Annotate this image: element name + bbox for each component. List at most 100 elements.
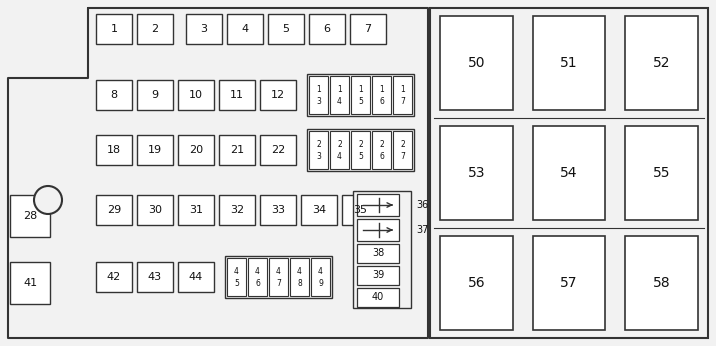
Text: 12: 12 <box>271 90 285 100</box>
Bar <box>311 258 330 296</box>
Text: 9: 9 <box>152 90 158 100</box>
Bar <box>219 135 255 165</box>
Text: 4: 4 <box>234 267 239 276</box>
Text: 11: 11 <box>230 90 244 100</box>
Bar <box>260 135 296 165</box>
Text: 28: 28 <box>23 211 37 221</box>
Text: 3: 3 <box>200 24 208 34</box>
Bar <box>309 76 328 114</box>
Text: 6: 6 <box>324 24 331 34</box>
Bar <box>178 80 214 110</box>
Text: 57: 57 <box>560 276 578 290</box>
Text: 8: 8 <box>110 90 117 100</box>
Text: 5: 5 <box>234 279 239 288</box>
Bar <box>357 288 399 307</box>
Text: 2: 2 <box>358 140 363 149</box>
Text: 5: 5 <box>358 152 363 161</box>
Bar <box>440 16 513 110</box>
Text: 7: 7 <box>400 152 405 161</box>
Text: 20: 20 <box>189 145 203 155</box>
Bar <box>430 8 708 338</box>
Bar <box>96 135 132 165</box>
Text: 7: 7 <box>364 24 372 34</box>
Text: 56: 56 <box>468 276 485 290</box>
Text: 41: 41 <box>23 278 37 288</box>
Bar <box>96 14 132 44</box>
Text: 4: 4 <box>337 152 342 161</box>
Bar <box>353 191 411 308</box>
Bar <box>357 194 399 216</box>
Bar <box>330 131 349 169</box>
Bar <box>186 14 222 44</box>
Text: 44: 44 <box>189 272 203 282</box>
Text: 35: 35 <box>353 205 367 215</box>
Bar <box>533 126 605 220</box>
Text: 2: 2 <box>337 140 342 149</box>
Bar <box>137 195 173 225</box>
Bar <box>393 76 412 114</box>
Bar <box>301 195 337 225</box>
Bar <box>625 236 698 330</box>
Bar <box>372 76 391 114</box>
Text: 18: 18 <box>107 145 121 155</box>
Text: 5: 5 <box>283 24 289 34</box>
Text: 22: 22 <box>271 145 285 155</box>
Text: 10: 10 <box>189 90 203 100</box>
Text: 39: 39 <box>372 271 384 281</box>
Bar <box>137 14 173 44</box>
Text: 2: 2 <box>400 140 405 149</box>
Bar <box>309 131 328 169</box>
Text: 31: 31 <box>189 205 203 215</box>
Text: 3: 3 <box>316 97 321 106</box>
Bar <box>137 135 173 165</box>
Text: 38: 38 <box>372 248 384 258</box>
Text: 33: 33 <box>271 205 285 215</box>
Text: 6: 6 <box>379 152 384 161</box>
Bar <box>178 195 214 225</box>
Text: 9: 9 <box>318 279 323 288</box>
Text: 2: 2 <box>152 24 158 34</box>
Text: 2: 2 <box>316 140 321 149</box>
Text: 4: 4 <box>276 267 281 276</box>
Text: 1: 1 <box>337 85 342 94</box>
Text: 8: 8 <box>297 279 302 288</box>
Bar <box>96 262 132 292</box>
Text: 50: 50 <box>468 56 485 70</box>
Text: 37: 37 <box>416 225 428 235</box>
Bar <box>357 244 399 263</box>
Bar <box>357 266 399 285</box>
Text: 2: 2 <box>379 140 384 149</box>
Bar <box>96 80 132 110</box>
Text: 4: 4 <box>241 24 248 34</box>
Text: 19: 19 <box>148 145 162 155</box>
Text: 1: 1 <box>379 85 384 94</box>
Bar <box>372 131 391 169</box>
Text: 53: 53 <box>468 166 485 180</box>
Text: 21: 21 <box>230 145 244 155</box>
Text: 4: 4 <box>318 267 323 276</box>
Text: 42: 42 <box>107 272 121 282</box>
Text: 7: 7 <box>276 279 281 288</box>
Text: 29: 29 <box>107 205 121 215</box>
Text: 55: 55 <box>653 166 670 180</box>
Text: 43: 43 <box>148 272 162 282</box>
Text: 34: 34 <box>312 205 326 215</box>
Bar <box>309 14 345 44</box>
Circle shape <box>34 186 62 214</box>
Bar <box>219 80 255 110</box>
Text: 36: 36 <box>416 200 428 210</box>
Text: 30: 30 <box>148 205 162 215</box>
Bar <box>533 16 605 110</box>
Bar <box>219 195 255 225</box>
Text: 51: 51 <box>560 56 578 70</box>
Text: 1: 1 <box>316 85 321 94</box>
Text: 6: 6 <box>379 97 384 106</box>
Bar <box>260 80 296 110</box>
Bar <box>248 258 267 296</box>
Bar <box>351 131 370 169</box>
Bar <box>625 16 698 110</box>
Bar <box>440 236 513 330</box>
Text: 6: 6 <box>255 279 260 288</box>
Bar <box>10 262 50 304</box>
Bar <box>10 195 50 237</box>
